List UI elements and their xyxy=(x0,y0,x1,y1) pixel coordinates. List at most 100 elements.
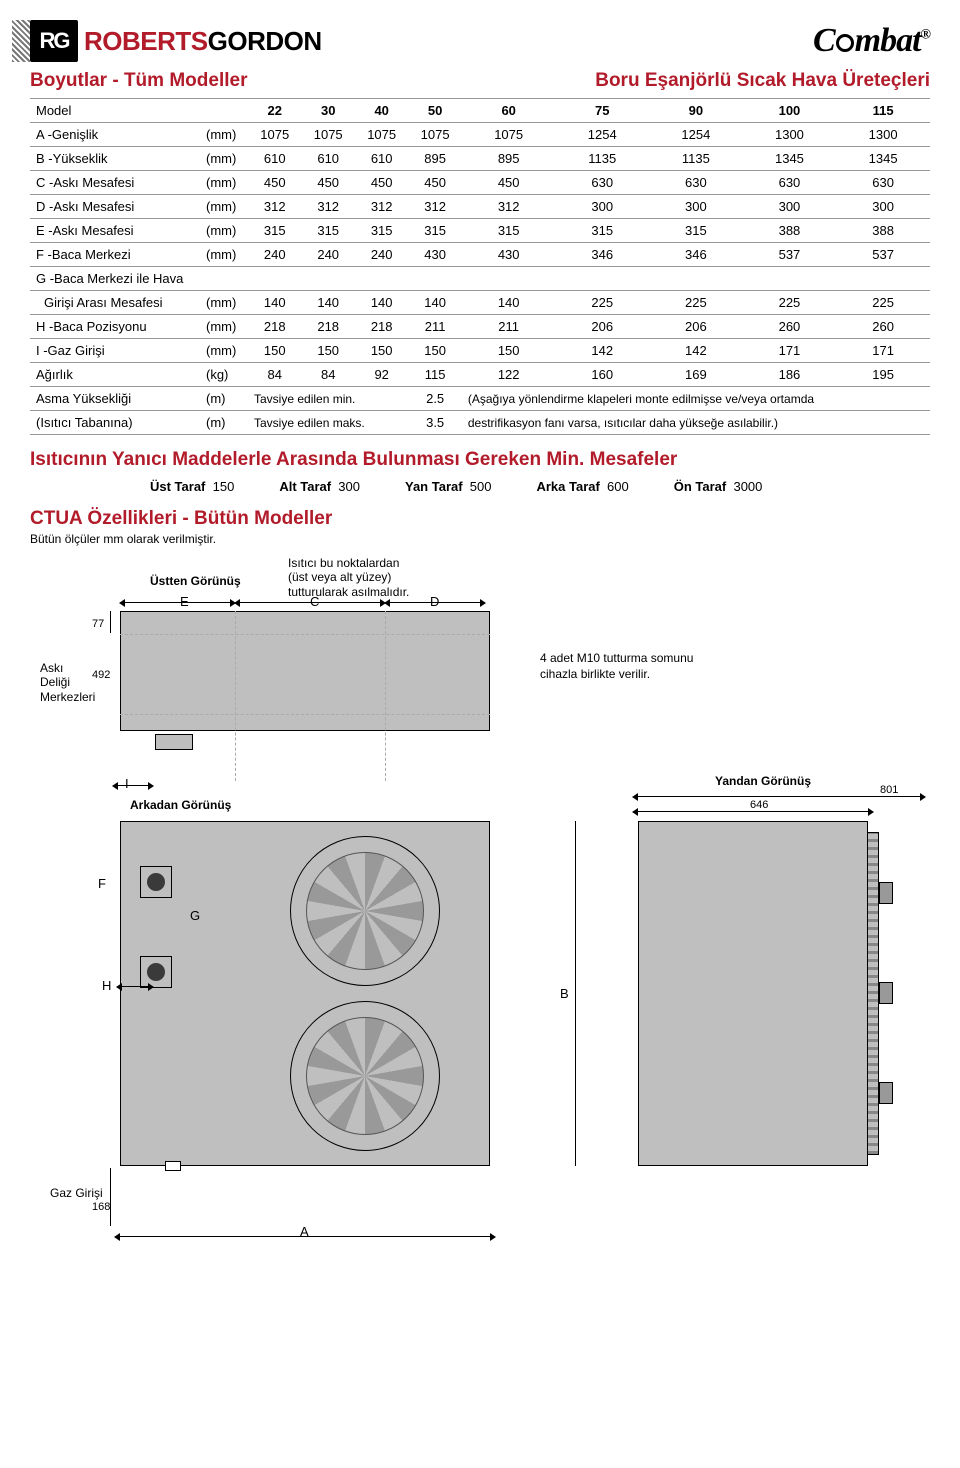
letter-b: B xyxy=(560,986,569,1001)
table-header-row: Model 22 30 40 50 60 75 90 100 115 xyxy=(30,99,930,123)
table-cell: (Isıtıcı Tabanına) xyxy=(30,411,200,435)
table-cell: 1075 xyxy=(355,123,408,147)
table-cell: 315 xyxy=(408,219,461,243)
flue-icon xyxy=(140,866,172,898)
table-cell: destrifikasyon fanı varsa, ısıtıcılar da… xyxy=(462,411,930,435)
col-75: 75 xyxy=(555,99,649,123)
table-cell: 186 xyxy=(743,363,837,387)
bolt-note: 4 adet M10 tutturma somunu cihazla birli… xyxy=(540,651,693,682)
table-cell xyxy=(200,267,248,291)
table-cell: 610 xyxy=(248,147,301,171)
table-cell: 450 xyxy=(355,171,408,195)
table-cell: 195 xyxy=(836,363,930,387)
table-cell: Ağırlık xyxy=(30,363,200,387)
table-cell: 169 xyxy=(649,363,743,387)
table-cell: (mm) xyxy=(200,195,248,219)
letter-i: I xyxy=(125,776,129,791)
table-cell: 225 xyxy=(649,291,743,315)
roberts-gordon-logo: ROBERTSGORDON xyxy=(84,26,322,57)
table-cell: (Aşağıya yönlendirme klapeleri monte edi… xyxy=(462,387,930,411)
combat-logo: Cmbat® xyxy=(813,22,930,60)
min-distance-item: Alt Taraf 300 xyxy=(279,479,360,494)
table-cell xyxy=(555,267,649,291)
table-row: G -Baca Merkezi ile Hava xyxy=(30,267,930,291)
table-cell: 450 xyxy=(408,171,461,195)
table-cell: 3.5 xyxy=(408,411,461,435)
table-cell: (m) xyxy=(200,411,248,435)
table-cell: 895 xyxy=(408,147,461,171)
table-cell: (mm) xyxy=(200,315,248,339)
table-cell: (mm) xyxy=(200,291,248,315)
table-cell: I -Gaz Girişi xyxy=(30,339,200,363)
top-view-box xyxy=(120,611,490,731)
table-cell: 388 xyxy=(836,219,930,243)
min-distance-item: Üst Taraf 150 xyxy=(150,479,234,494)
table-cell: 260 xyxy=(836,315,930,339)
table-cell: 225 xyxy=(743,291,837,315)
flue-icon xyxy=(140,956,172,988)
ctua-subnote: Bütün ölçüler mm olarak verilmiştir. xyxy=(30,532,930,546)
table-cell: 160 xyxy=(555,363,649,387)
dim-801: 801 xyxy=(880,784,898,796)
table-row: F -Baca Merkezi(mm)240240240430430346346… xyxy=(30,243,930,267)
technical-diagram: Üstten Görünüş Isıtıcı bu noktalardan (ü… xyxy=(30,556,930,1276)
table-cell: 142 xyxy=(555,339,649,363)
col-model: Model xyxy=(30,99,200,123)
header: RG ROBERTSGORDON Cmbat® xyxy=(30,20,930,62)
table-cell: 140 xyxy=(301,291,354,315)
table-cell: (mm) xyxy=(200,171,248,195)
side-view-label: Yandan Görünüş xyxy=(715,774,811,788)
col-100: 100 xyxy=(743,99,837,123)
table-cell: 315 xyxy=(649,219,743,243)
table-cell: 300 xyxy=(555,195,649,219)
side-view-box xyxy=(638,821,868,1166)
table-cell: 1075 xyxy=(248,123,301,147)
table-row: Ağırlık(kg)848492115122160169186195 xyxy=(30,363,930,387)
letter-h: H xyxy=(102,978,111,993)
table-cell: 346 xyxy=(649,243,743,267)
table-cell: 537 xyxy=(743,243,837,267)
table-cell: 150 xyxy=(462,339,556,363)
aski-label: Askı Deliği Merkezleri xyxy=(40,661,95,704)
table-cell: 1135 xyxy=(649,147,743,171)
table-cell: 1075 xyxy=(408,123,461,147)
table-cell: (mm) xyxy=(200,243,248,267)
table-row: I -Gaz Girişi(mm)15015015015015014214217… xyxy=(30,339,930,363)
table-cell xyxy=(743,267,837,291)
table-cell: 315 xyxy=(555,219,649,243)
table-cell: F -Baca Merkezi xyxy=(30,243,200,267)
table-row: E -Askı Mesafesi(mm)31531531531531531531… xyxy=(30,219,930,243)
min-distances-row: Üst Taraf 150Alt Taraf 300Yan Taraf 500A… xyxy=(150,479,930,494)
table-cell xyxy=(649,267,743,291)
table-cell: 1135 xyxy=(555,147,649,171)
table-cell: 300 xyxy=(649,195,743,219)
col-50: 50 xyxy=(408,99,461,123)
table-cell: 312 xyxy=(462,195,556,219)
table-cell: 388 xyxy=(743,219,837,243)
table-cell: 218 xyxy=(248,315,301,339)
table-cell: 1075 xyxy=(301,123,354,147)
table-cell: 312 xyxy=(301,195,354,219)
table-cell: 315 xyxy=(248,219,301,243)
table-cell: A -Genişlik xyxy=(30,123,200,147)
table-cell: 315 xyxy=(355,219,408,243)
min-distance-item: Ön Taraf 3000 xyxy=(674,479,763,494)
table-cell: 630 xyxy=(555,171,649,195)
table-row: Asma Yüksekliği(m)Tavsiye edilen min.2.5… xyxy=(30,387,930,411)
table-cell: 450 xyxy=(462,171,556,195)
col-40: 40 xyxy=(355,99,408,123)
table-cell: 610 xyxy=(355,147,408,171)
table-row: H -Baca Pozisyonu(mm)2182182182112112062… xyxy=(30,315,930,339)
table-cell xyxy=(408,267,461,291)
rg-logo: RG xyxy=(30,20,78,62)
dim-168: 168 xyxy=(92,1201,110,1213)
table-cell: 218 xyxy=(301,315,354,339)
fan-icon xyxy=(290,1001,440,1151)
rear-view-label: Arkadan Görünüş xyxy=(130,798,231,812)
dim-492: 492 xyxy=(92,669,110,681)
table-cell: 1300 xyxy=(836,123,930,147)
table-cell: C -Askı Mesafesi xyxy=(30,171,200,195)
table-cell: 84 xyxy=(248,363,301,387)
table-cell: G -Baca Merkezi ile Hava xyxy=(30,267,200,291)
table-cell: 537 xyxy=(836,243,930,267)
